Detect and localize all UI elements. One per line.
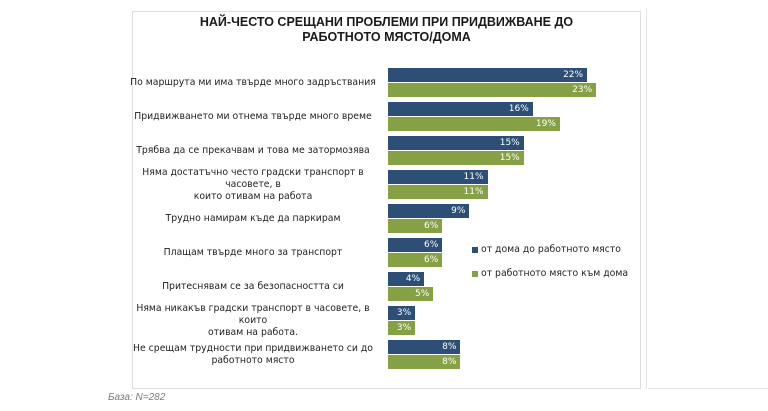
bar-series-1	[388, 68, 588, 82]
legend-swatch	[472, 246, 478, 253]
bar-series-1	[388, 170, 488, 184]
data-label: 16%	[508, 104, 529, 114]
chart-frame	[132, 11, 641, 389]
category-label-text: Трудно намирам къде да паркирам	[166, 213, 341, 225]
category-label-line: По маршрута ми има твърде много задръств…	[130, 76, 376, 88]
category-label-line: Трудно намирам къде да паркирам	[165, 212, 341, 224]
category-label-text: Притеснявам се за безопасността си	[162, 281, 344, 293]
data-label: 8%	[442, 357, 457, 367]
data-label: 15%	[499, 153, 520, 163]
data-label: 3%	[396, 308, 412, 318]
category-label-line: които отивам на работа	[193, 190, 313, 202]
bar-series-1	[388, 204, 470, 218]
category-label: Притеснявам се за безопасността си	[128, 272, 378, 301]
category-label-line: Притеснявам се за безопасността си	[162, 280, 344, 292]
bar-series-2	[388, 219, 443, 233]
bar-series-2	[388, 287, 434, 301]
bar-series-2	[388, 321, 416, 335]
data-label: 5%	[414, 289, 430, 299]
data-label: 8%	[442, 342, 457, 352]
data-label: 6%	[424, 240, 439, 250]
category-label-text: По маршрута ми има твърде много задръств…	[130, 77, 376, 89]
category-label: Трудно намирам къде да паркирам	[128, 204, 378, 233]
data-label: 15%	[499, 138, 520, 148]
bar-series-1	[388, 238, 443, 252]
category-label-line: Трябва да се прекачвам и това ме затормо…	[136, 144, 370, 156]
legend-label: от работното място към дома	[481, 268, 629, 279]
base-footnote: База: N=282	[108, 392, 166, 403]
data-label: 6%	[424, 255, 439, 265]
category-label-text: Не срещам трудности при придвижването си…	[133, 343, 373, 367]
bar-series-1	[388, 340, 461, 354]
data-label: 9%	[451, 206, 466, 216]
chart-title-line: РАБОТНОТО МЯСТО/ДОМА	[302, 30, 471, 44]
category-label-line: отивам на работа.	[207, 326, 299, 338]
data-label: 3%	[396, 323, 412, 333]
frame-edge	[646, 8, 647, 389]
category-label: Придвижването ми отнема твърде много вре…	[128, 102, 378, 131]
legend-label: от дома до работното място	[481, 244, 621, 255]
bar-series-2	[388, 185, 488, 199]
data-label: 23%	[572, 85, 593, 95]
frame-edge	[648, 388, 768, 389]
bar-series-1	[388, 102, 533, 116]
data-label: 4%	[405, 274, 421, 284]
category-label-text: Трябва да се прекачвам и това ме затормо…	[136, 145, 370, 157]
category-label-line: работното място	[211, 354, 295, 366]
data-label: 6%	[424, 221, 439, 231]
category-label-line: Няма никакъв градски транспорт в часовет…	[136, 302, 370, 326]
category-label: Плащам твърде много за транспорт	[128, 238, 378, 267]
bar-series-1	[388, 272, 425, 286]
bar-series-1	[388, 306, 416, 320]
category-label-text: Няма достатъчно често градски транспорт …	[128, 167, 378, 203]
legend-item-series-2: от работното място към дома	[472, 268, 628, 279]
bar-series-2	[388, 355, 461, 369]
data-label: 19%	[535, 119, 556, 129]
category-label: Няма достатъчно често градски транспорт …	[128, 167, 378, 202]
chart-title-line: НАЙ-ЧЕСТО СРЕЩАНИ ПРОБЛЕМИ ПРИ ПРИДВИЖВА…	[199, 15, 574, 29]
category-label: Трябва да се прекачвам и това ме затормо…	[128, 136, 378, 165]
bar-series-2	[388, 151, 524, 165]
legend-item-series-1: от дома до работното място	[472, 244, 621, 255]
category-label: По маршрута ми има твърде много задръств…	[128, 68, 378, 97]
data-label: 11%	[463, 172, 484, 182]
category-label-line: Придвижването ми отнема твърде много вре…	[134, 110, 372, 122]
category-label-line: Не срещам трудности при придвижването си…	[133, 342, 373, 354]
data-label: 11%	[463, 187, 484, 197]
category-label-text: Плащам твърде много за транспорт	[164, 247, 343, 259]
category-label-line: Няма достатъчно често градски транспорт …	[142, 166, 364, 190]
category-label-text: Придвижването ми отнема твърде много вре…	[134, 111, 371, 123]
bar-series-1	[388, 136, 524, 150]
bar-series-2	[388, 83, 597, 97]
chart-title: НАЙ-ЧЕСТО СРЕЩАНИ ПРОБЛЕМИ ПРИ ПРИДВИЖВА…	[132, 15, 641, 45]
data-label: 22%	[563, 70, 584, 80]
category-label: Не срещам трудности при придвижването си…	[128, 340, 378, 369]
bar-series-2	[388, 117, 560, 131]
category-label: Няма никакъв градски транспорт в часовет…	[128, 303, 378, 338]
legend-swatch	[472, 270, 478, 277]
category-label-line: Плащам твърде много за транспорт	[163, 246, 343, 258]
category-label-text: Няма никакъв градски транспорт в часовет…	[128, 303, 378, 339]
bar-series-2	[388, 253, 443, 267]
